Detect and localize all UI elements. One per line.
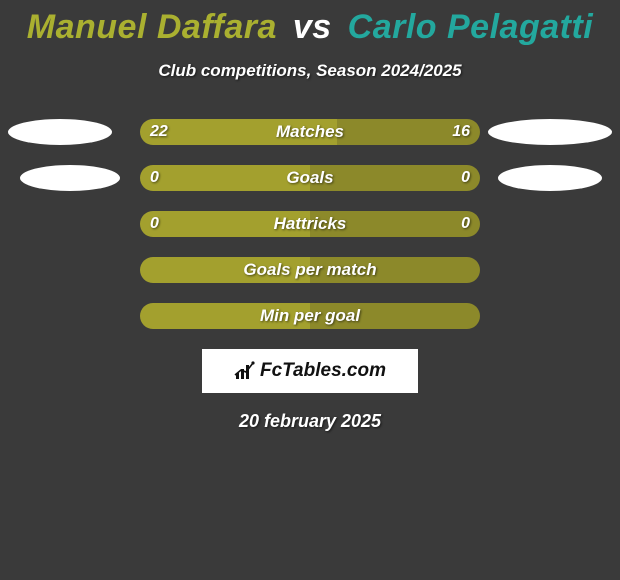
stat-row: Min per goal (0, 303, 620, 329)
stat-label: Hattricks (140, 211, 480, 237)
player2-name: Carlo Pelagatti (348, 8, 594, 46)
stat-bar: Min per goal (140, 303, 480, 329)
stat-row: Matches22 16 (0, 119, 620, 145)
bar-chart-icon (234, 361, 256, 381)
comparison-title: Manuel Daffara vs Carlo Pelagatti (0, 8, 620, 47)
logo: FcTables.com (234, 360, 386, 382)
stat-value-right: 16 (452, 119, 470, 145)
stat-bar: Hattricks0 0 (140, 211, 480, 237)
ellipse-marker-left (20, 165, 120, 191)
stat-value-left: 22 (150, 119, 168, 145)
stat-bar: Matches22 16 (140, 119, 480, 145)
stat-label: Goals per match (140, 257, 480, 283)
player1-name: Manuel Daffara (27, 8, 277, 46)
ellipse-marker-left (8, 119, 112, 145)
stat-bar: Goals per match (140, 257, 480, 283)
stat-rows: Matches2216Goals00Hattricks00Goals per m… (0, 119, 620, 329)
subtitle: Club competitions, Season 2024/2025 (0, 61, 620, 81)
stat-value-left: 0 (150, 211, 159, 237)
stat-label: Goals (140, 165, 480, 191)
stat-value-right: 0 (461, 211, 470, 237)
ellipse-marker-right (498, 165, 602, 191)
stat-label: Min per goal (140, 303, 480, 329)
logo-text: FcTables.com (260, 360, 386, 382)
stat-value-left: 0 (150, 165, 159, 191)
stat-label: Matches (140, 119, 480, 145)
ellipse-marker-right (488, 119, 612, 145)
stat-value-right: 0 (461, 165, 470, 191)
infographic-root: Manuel Daffara vs Carlo Pelagatti Club c… (0, 0, 620, 432)
stat-row: Goals per match (0, 257, 620, 283)
vs-label: vs (293, 8, 332, 46)
date-label: 20 february 2025 (0, 411, 620, 432)
stat-row: Hattricks0 0 (0, 211, 620, 237)
stat-bar: Goals0 0 (140, 165, 480, 191)
logo-box: FcTables.com (202, 349, 418, 393)
stat-row: Goals0 0 (0, 165, 620, 191)
